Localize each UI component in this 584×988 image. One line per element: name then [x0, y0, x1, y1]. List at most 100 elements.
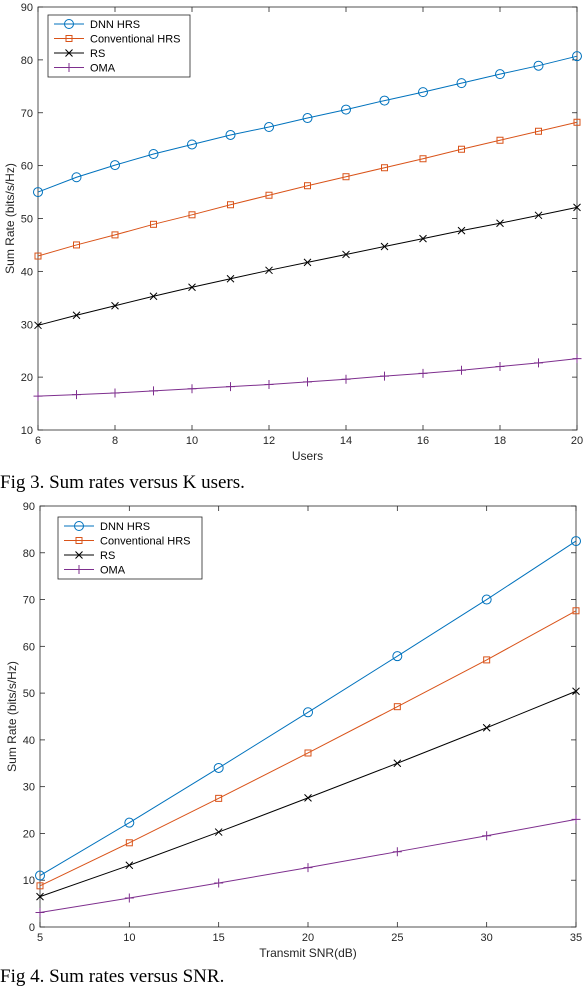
data-point — [572, 354, 582, 364]
x-tick-label: 6 — [35, 435, 41, 447]
data-point — [35, 870, 45, 881]
series-oma — [35, 814, 581, 917]
data-point — [571, 536, 581, 547]
data-point — [302, 113, 313, 124]
data-point — [227, 201, 234, 209]
data-point — [496, 219, 504, 228]
y-tick-label: 20 — [23, 828, 35, 840]
x-tick-label: 30 — [481, 932, 493, 944]
data-point — [226, 382, 235, 392]
x-tick-label: 14 — [340, 435, 352, 447]
y-tick-label: 50 — [23, 688, 35, 700]
y-tick-label: 80 — [21, 55, 33, 67]
legend-label: DNN HRS — [90, 19, 140, 31]
data-point — [457, 226, 466, 235]
data-point — [393, 759, 402, 768]
y-tick-label: 30 — [21, 319, 33, 331]
y-tick-label: 40 — [21, 266, 33, 278]
data-point — [187, 384, 197, 394]
data-point — [380, 371, 389, 381]
data-point — [495, 69, 505, 80]
legend-marker — [74, 565, 84, 574]
series-conventional-hrs — [34, 118, 581, 260]
x-tick-label: 16 — [417, 435, 429, 447]
series-line — [37, 121, 578, 257]
data-point — [418, 87, 428, 98]
legend-box — [57, 516, 203, 580]
y-tick-label: 50 — [21, 214, 33, 226]
x-tick-label: 8 — [112, 435, 118, 447]
series-dnn-hrs — [33, 51, 582, 198]
data-point — [303, 258, 312, 267]
data-point — [381, 164, 388, 172]
data-point — [124, 893, 134, 903]
y-tick-label: 10 — [23, 875, 35, 887]
data-point — [535, 127, 542, 135]
data-point — [379, 95, 390, 106]
x-tick-label: 25 — [391, 932, 403, 944]
data-point — [110, 160, 120, 171]
x-tick-label: 10 — [123, 932, 135, 944]
data-point — [148, 148, 159, 159]
y-tick-label: 70 — [21, 108, 33, 120]
legend-label: OMA — [100, 565, 126, 577]
legend-marker — [64, 63, 74, 72]
y-axis-label: Sum Rate (bits/s/Hz) — [5, 661, 19, 772]
legend-marker — [65, 49, 73, 57]
data-point — [264, 380, 274, 390]
y-tick-label: 60 — [21, 161, 33, 173]
legend-label: RS — [90, 48, 105, 60]
data-point — [303, 707, 313, 718]
data-point — [573, 203, 581, 212]
series-oma — [33, 354, 582, 401]
data-point — [392, 847, 402, 857]
data-point — [419, 234, 427, 243]
y-tick-label: 0 — [29, 922, 35, 934]
data-point — [495, 362, 505, 372]
x-tick-label: 5 — [37, 932, 43, 944]
data-point — [265, 266, 273, 275]
data-point — [533, 60, 544, 71]
x-tick-label: 18 — [494, 435, 506, 447]
data-point — [341, 104, 351, 115]
series-line — [39, 540, 577, 876]
data-point — [71, 172, 82, 183]
data-point — [341, 374, 351, 384]
series-conventional-hrs — [36, 607, 580, 890]
data-point — [150, 220, 157, 228]
data-point — [571, 814, 581, 824]
y-tick-label: 40 — [23, 735, 35, 747]
data-point — [456, 78, 467, 89]
data-point — [215, 794, 223, 802]
data-point — [393, 703, 401, 711]
data-point — [225, 129, 236, 140]
data-point — [125, 839, 133, 847]
data-point — [33, 187, 43, 198]
data-point — [110, 388, 120, 398]
legend-marker — [74, 521, 84, 531]
data-point — [483, 656, 491, 664]
data-point — [458, 145, 465, 153]
data-point — [303, 377, 312, 387]
sum-rate-vs-snr-chart: 0 10 20 30 40 50 60 70 80 90 5 10 15 20 25 30 35 Transmit… — [5, 501, 582, 960]
figure-3: 10 20 30 40 50 60 70 80 90 6 8 10 12 14 16 18 20 Users Sum… — [0, 0, 584, 475]
legend-marker — [75, 537, 83, 544]
sum-rate-vs-users-chart: 10 20 30 40 50 60 70 80 90 6 8 10 12 14 16 18 20 Users Sum… — [3, 2, 583, 463]
data-point — [149, 292, 158, 301]
data-point — [111, 231, 119, 239]
data-point — [226, 274, 235, 283]
data-point — [304, 749, 312, 757]
figure-3-caption: Fig 3. Sum rates versus K users. — [0, 472, 245, 493]
data-point — [481, 594, 492, 605]
data-point — [213, 762, 224, 773]
data-point — [482, 723, 491, 732]
data-point — [187, 139, 197, 150]
legend-label: Conventional HRS — [90, 34, 181, 46]
x-tick-label: 20 — [302, 932, 314, 944]
series-rs — [36, 687, 580, 901]
data-point — [124, 817, 135, 828]
y-tick-label: 10 — [21, 425, 33, 437]
x-axis-label: Users — [292, 449, 323, 463]
data-point — [33, 391, 43, 401]
data-point — [303, 863, 313, 873]
